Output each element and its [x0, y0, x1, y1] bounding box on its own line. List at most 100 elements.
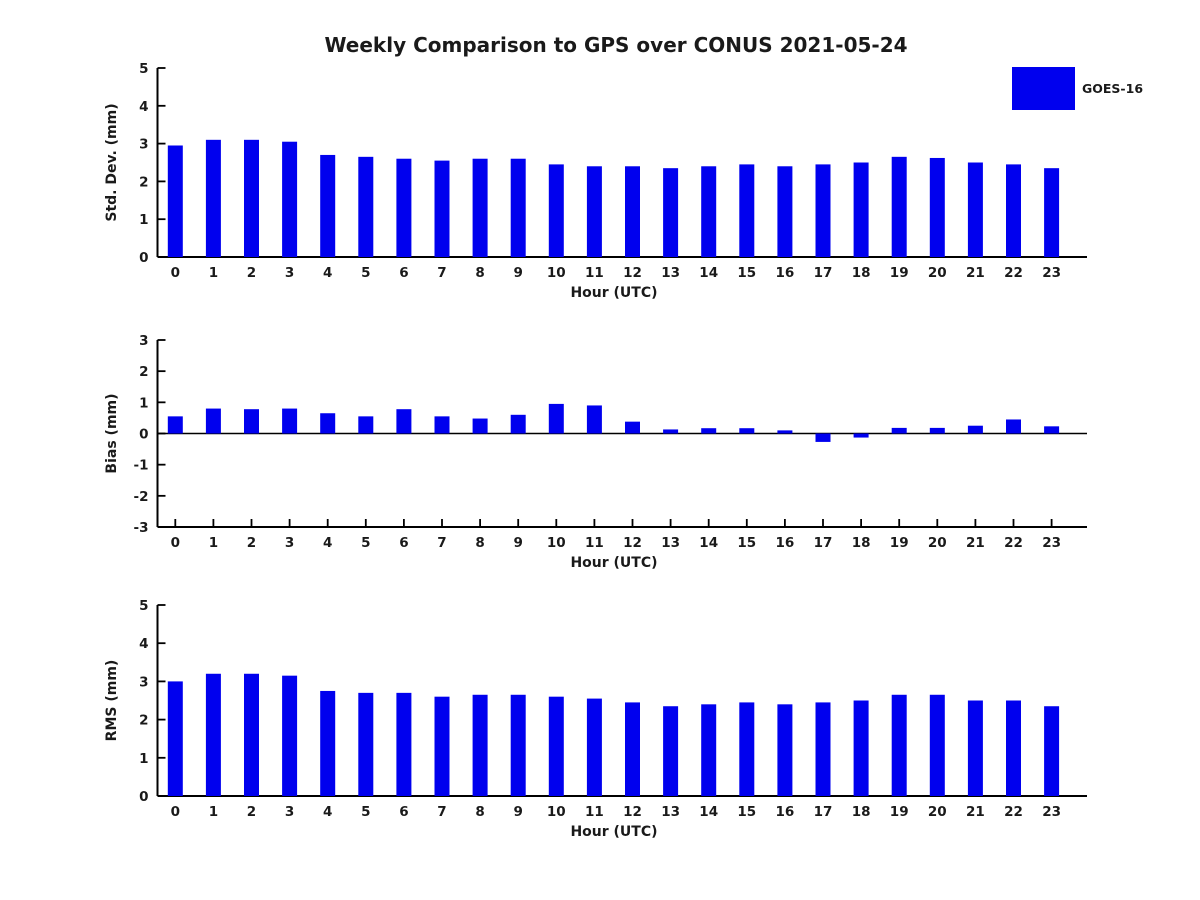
x-tick-label: 14	[699, 265, 718, 281]
x-tick-label: 14	[699, 804, 718, 820]
x-tick-label: 22	[1004, 804, 1023, 820]
x-tick-label: 22	[1004, 265, 1023, 281]
bar	[663, 429, 679, 434]
x-tick-label: 17	[814, 535, 833, 551]
bar	[358, 692, 374, 796]
x-tick-label: 4	[323, 804, 332, 820]
x-tick-label: 5	[361, 265, 370, 281]
bar	[739, 702, 755, 796]
bar	[244, 409, 259, 434]
bar	[244, 673, 259, 796]
bar	[434, 160, 450, 257]
y-tick-label: 0	[139, 250, 148, 266]
x-tick-label: 18	[852, 535, 871, 551]
x-tick-label: 3	[285, 535, 294, 551]
x-tick-label: 15	[737, 804, 756, 820]
x-tick-label: 23	[1042, 804, 1061, 820]
bar	[815, 164, 831, 257]
bar	[586, 698, 602, 796]
x-tick-label: 10	[547, 804, 566, 820]
x-tick-label: 4	[323, 535, 332, 551]
y-tick-label: -3	[134, 520, 149, 536]
bar	[510, 158, 526, 257]
x-tick-label: 6	[399, 265, 408, 281]
x-tick-label: 1	[209, 804, 218, 820]
y-tick-label: 2	[139, 174, 148, 190]
bar	[701, 704, 717, 796]
x-tick-label: 7	[437, 265, 446, 281]
y-tick-label: 3	[139, 333, 148, 349]
bar	[625, 166, 640, 257]
x-tick-label: 13	[661, 535, 680, 551]
x-tick-label: 11	[585, 535, 604, 551]
bar	[434, 696, 450, 796]
bar	[586, 166, 602, 257]
stddev-x-axis-label: Hour (UTC)	[570, 285, 657, 301]
y-tick-label: 4	[139, 99, 148, 115]
bar	[739, 428, 755, 434]
x-tick-label: 8	[475, 804, 484, 820]
bar	[967, 425, 983, 434]
bar	[853, 433, 869, 438]
x-tick-label: 2	[247, 265, 256, 281]
y-tick-label: 5	[139, 61, 148, 77]
x-tick-label: 8	[475, 265, 484, 281]
x-tick-label: 10	[547, 265, 566, 281]
y-tick-label: 1	[139, 212, 148, 228]
bar	[967, 700, 983, 796]
x-tick-label: 3	[285, 804, 294, 820]
x-tick-label: 19	[890, 535, 909, 551]
x-tick-label: 4	[323, 265, 332, 281]
bias-x-axis-label: Hour (UTC)	[570, 555, 657, 571]
bar	[1044, 168, 1060, 257]
bar	[1006, 419, 1021, 434]
bar	[891, 694, 907, 796]
x-tick-label: 9	[513, 804, 522, 820]
rms-y-axis-label: RMS (mm)	[104, 660, 120, 742]
y-tick-label: 5	[139, 598, 148, 614]
bar	[777, 166, 793, 257]
legend: GOES-16	[1012, 67, 1143, 110]
x-tick-label: 20	[928, 265, 947, 281]
x-tick-label: 1	[209, 265, 218, 281]
x-tick-label: 23	[1042, 265, 1061, 281]
bar	[815, 702, 831, 796]
x-tick-label: 6	[399, 804, 408, 820]
bar	[701, 166, 717, 257]
x-tick-label: 0	[171, 535, 180, 551]
bar	[625, 702, 640, 796]
x-tick-label: 19	[890, 804, 909, 820]
x-tick-label: 10	[547, 535, 566, 551]
y-tick-label: -2	[134, 489, 149, 505]
bar	[205, 673, 221, 796]
bar	[929, 427, 945, 434]
x-tick-label: 9	[513, 265, 522, 281]
bar	[663, 168, 679, 257]
x-tick-label: 18	[852, 265, 871, 281]
bar	[205, 408, 221, 434]
bar	[396, 158, 412, 257]
y-tick-label: 2	[139, 364, 148, 380]
x-tick-label: 19	[890, 265, 909, 281]
bias-y-axis-label: Bias (mm)	[104, 393, 120, 473]
x-tick-label: 7	[437, 804, 446, 820]
x-tick-label: 0	[171, 265, 180, 281]
y-tick-label: 4	[139, 636, 148, 652]
bar	[929, 694, 945, 796]
x-tick-label: 16	[776, 804, 795, 820]
bar	[472, 694, 488, 796]
x-tick-label: 16	[776, 535, 795, 551]
legend-label: GOES-16	[1082, 81, 1143, 96]
bar	[510, 414, 526, 434]
bar	[282, 675, 298, 796]
x-tick-label: 21	[966, 265, 985, 281]
x-tick-label: 13	[661, 804, 680, 820]
x-tick-label: 7	[437, 535, 446, 551]
bar	[167, 416, 183, 434]
x-tick-label: 13	[661, 265, 680, 281]
x-tick-label: 22	[1004, 535, 1023, 551]
bar	[739, 164, 755, 257]
x-tick-label: 12	[623, 804, 642, 820]
bar	[167, 145, 183, 257]
